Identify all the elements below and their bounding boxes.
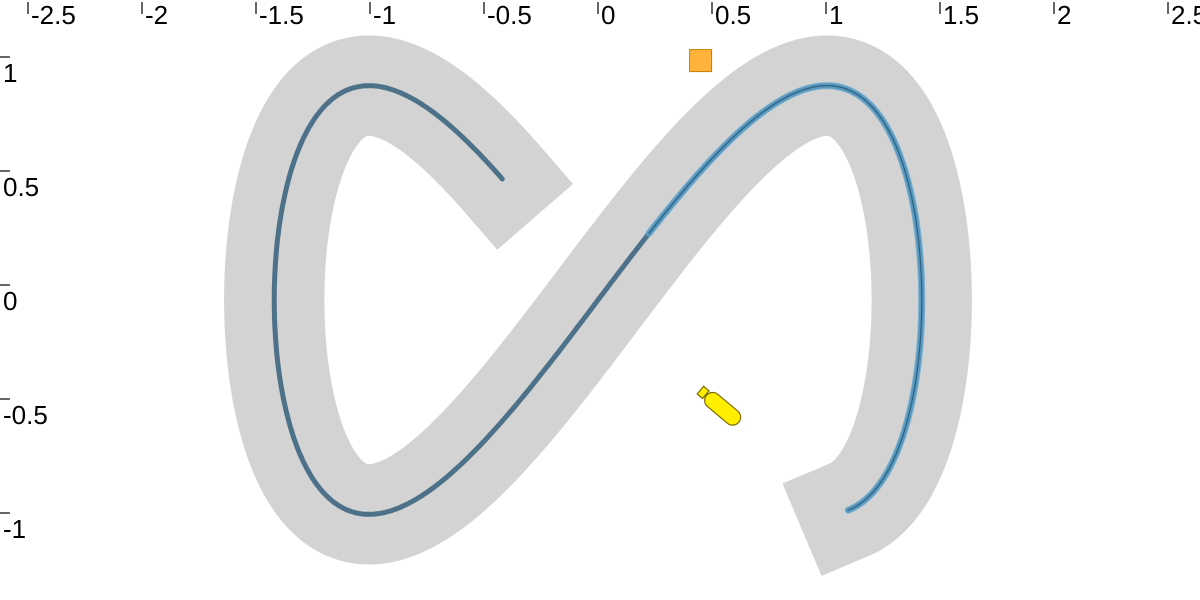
x-tick-label: 2.5 xyxy=(1171,0,1200,30)
planned-path-line xyxy=(271,83,925,517)
cable-core-line xyxy=(648,85,923,511)
x-tick-label: 2 xyxy=(1057,0,1071,30)
planned-path xyxy=(271,83,925,517)
vehicle-body xyxy=(704,391,742,426)
y-axis-ticks: 1 0.5 0 -0.5 -1 xyxy=(0,56,48,544)
x-tick-label: -1.5 xyxy=(259,0,304,30)
vehicle-marker xyxy=(696,385,742,426)
markers xyxy=(689,49,742,426)
axes: -2.5 -2 -1.5 -1 -0.5 0 0.5 1 1.5 2 2.5 1 0.5 0 -0.5 -1 xyxy=(0,0,1200,544)
y-tick-label: 1 xyxy=(3,58,17,88)
y-tick-label: -0.5 xyxy=(3,400,48,430)
x-axis-ticks: -2.5 -2 -1.5 -1 -0.5 0 0.5 1 1.5 2 2.5 xyxy=(27,0,1200,30)
laid-cable xyxy=(645,82,926,514)
vehicle-tail xyxy=(696,385,710,400)
x-tick-label: 1.5 xyxy=(943,0,979,30)
y-tick-label: -1 xyxy=(3,514,26,544)
x-tick-label: -0.5 xyxy=(487,0,532,30)
x-tick-label: -1 xyxy=(373,0,396,30)
x-tick-label: -2.5 xyxy=(31,0,76,30)
target-marker xyxy=(689,49,713,73)
y-tick-label: 0.5 xyxy=(3,172,39,202)
y-tick-label: 0 xyxy=(3,286,17,316)
x-tick-label: 0.5 xyxy=(715,0,751,30)
x-tick-label: -2 xyxy=(145,0,168,30)
x-tick-label: 1 xyxy=(829,0,843,30)
x-tick-label: 0 xyxy=(601,0,615,30)
